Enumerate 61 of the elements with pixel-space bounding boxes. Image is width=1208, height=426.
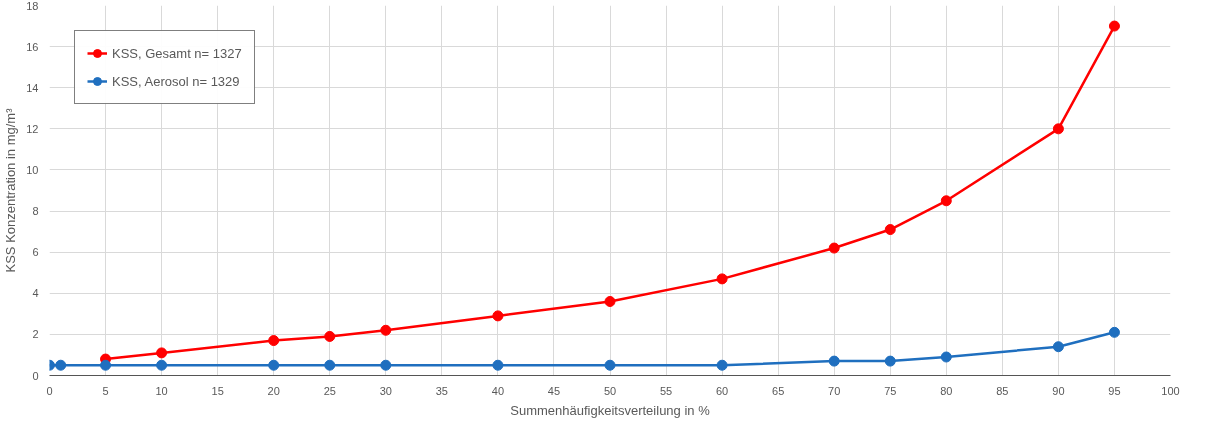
- point: [716, 273, 728, 285]
- legend-label: KSS, Gesamt n= 1327: [112, 45, 242, 61]
- point: [1108, 326, 1120, 338]
- x-tick-label: 5: [102, 384, 109, 397]
- point: [156, 347, 168, 359]
- point: [604, 296, 616, 307]
- x-tick-label: 55: [659, 384, 673, 397]
- x-tick-label: 30: [379, 384, 392, 397]
- x-tick-label: 70: [828, 384, 841, 397]
- point: [716, 359, 728, 371]
- point: [1108, 20, 1120, 32]
- x-tick-label: 0: [46, 384, 53, 397]
- x-tick-label: 20: [267, 384, 280, 397]
- point: [828, 355, 840, 367]
- point: [884, 355, 896, 367]
- y-tick-label: 2: [32, 328, 39, 341]
- x-tick-label: 10: [155, 384, 168, 397]
- x-tick-label: 35: [435, 384, 448, 397]
- point: [324, 359, 336, 371]
- point: [100, 359, 112, 371]
- x-tick-label: 90: [1052, 384, 1065, 397]
- x-tick-label: 40: [491, 384, 505, 397]
- x-tick-label: 15: [211, 384, 224, 397]
- y-tick-label: 4: [32, 287, 39, 300]
- point: [1052, 123, 1064, 135]
- y-tick-label: 10: [26, 163, 39, 176]
- y-axis-title: KSS Konzentration in mg/m³: [3, 107, 19, 273]
- x-tick-label: 50: [603, 384, 617, 397]
- x-tick-label: 60: [715, 384, 729, 397]
- point: [1052, 341, 1064, 353]
- y-tick-label: 14: [26, 81, 39, 94]
- x-tick-label: 85: [996, 384, 1009, 397]
- point: [940, 195, 952, 207]
- x-tick-label: 25: [323, 384, 336, 397]
- point: [492, 359, 504, 371]
- y-tick-label: 0: [32, 369, 39, 382]
- y-tick-label: 16: [26, 40, 39, 53]
- point: [156, 359, 168, 371]
- y-tick-label: 8: [32, 205, 39, 218]
- y-tick-label: 6: [32, 246, 39, 259]
- x-axis-title: Summenhäufigkeitsverteilung in %: [510, 402, 711, 418]
- x-tick-label: 75: [884, 384, 897, 397]
- point: [604, 359, 616, 371]
- point: [828, 242, 840, 254]
- legend-label: KSS, Aerosol n= 1329: [112, 73, 240, 89]
- point: [380, 324, 392, 336]
- point: [268, 335, 280, 347]
- y-tick-label: 12: [26, 122, 39, 135]
- point: [940, 351, 952, 363]
- x-tick-label: 95: [1108, 384, 1121, 397]
- point: [268, 359, 280, 371]
- x-tick-label: 100: [1161, 384, 1180, 397]
- x-tick-label: 45: [547, 384, 561, 397]
- y-tick-label: 18: [26, 0, 39, 12]
- x-tick-label: 80: [940, 384, 953, 397]
- point: [324, 330, 336, 342]
- point: [492, 310, 504, 322]
- x-tick-label: 65: [772, 384, 785, 397]
- point: [55, 359, 67, 371]
- point: [380, 359, 392, 371]
- point: [884, 224, 896, 236]
